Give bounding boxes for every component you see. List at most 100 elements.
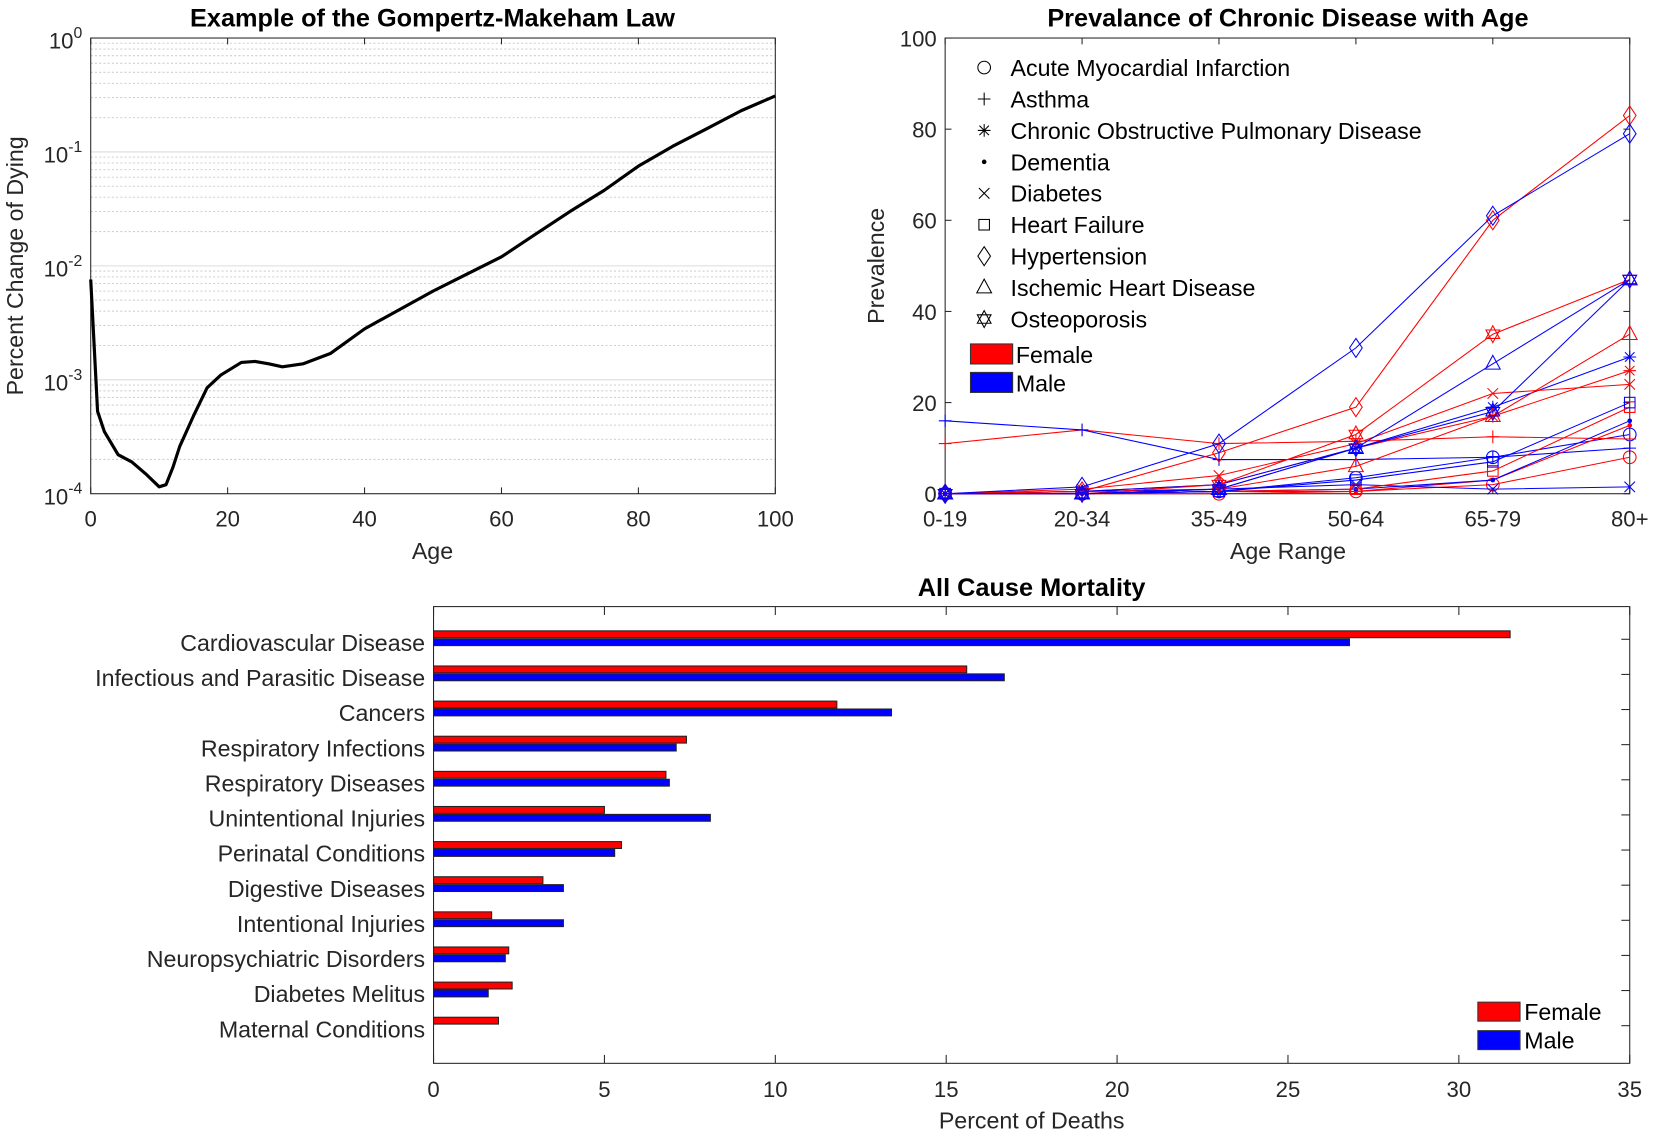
category-label: Intentional Injuries <box>237 911 425 937</box>
bar-female <box>433 876 544 885</box>
bar-female <box>433 665 968 674</box>
series-line <box>945 115 1631 495</box>
legend-marker-dot-icon <box>981 159 987 165</box>
y-tick-label: 10-2 <box>44 253 83 282</box>
prevalence-xlabel: Age Range <box>1230 538 1346 564</box>
data-point-diamond <box>1348 396 1363 418</box>
bar-male <box>433 673 1005 682</box>
data-point-x <box>1624 481 1636 493</box>
bar-male <box>433 848 616 857</box>
data-point-x <box>1487 387 1499 400</box>
data-point-asterisk <box>1623 350 1637 364</box>
legend-label: Chronic Obstructive Pulmonary Disease <box>1011 118 1422 144</box>
category-label: Diabetes Melitus <box>254 981 425 1007</box>
bar-male <box>433 813 711 822</box>
bar-female <box>433 805 605 814</box>
series-line <box>945 279 1631 495</box>
data-point-square <box>1487 456 1499 468</box>
x-tick-label: 5 <box>598 1077 610 1102</box>
data-point-triangle <box>1347 456 1365 473</box>
series-osteoporosis-male <box>937 269 1638 504</box>
data-point-hexagram <box>1211 479 1227 499</box>
data-point-plus <box>1486 430 1500 444</box>
data-point-square <box>1350 474 1362 486</box>
data-point-hexagram <box>1074 484 1090 504</box>
bar-male <box>433 989 489 998</box>
legend-label: Female <box>1524 999 1601 1025</box>
y-tick-label: 10-3 <box>44 367 83 396</box>
data-point-square <box>1487 465 1499 477</box>
series-acute-myocardial-infarction-female <box>938 450 1637 501</box>
legend-swatch-female <box>1477 1001 1521 1022</box>
data-point-dot <box>1627 423 1633 428</box>
y-tick-label: 40 <box>912 300 937 325</box>
bar-female <box>433 1016 500 1025</box>
bar-female <box>433 911 493 920</box>
x-tick-label: 60 <box>489 506 514 531</box>
mortality-title: All Cause Mortality <box>918 574 1146 602</box>
legend-label: Dementia <box>1011 149 1110 175</box>
series-line <box>945 402 1630 495</box>
data-point-asterisk <box>1623 364 1637 378</box>
data-point-hexagram <box>1485 402 1501 422</box>
bar-female <box>433 841 623 849</box>
legend-label: Asthma <box>1011 86 1090 112</box>
y-tick-label: 20 <box>912 391 937 416</box>
mortality-xlabel: Percent of Deaths <box>939 1108 1125 1133</box>
bar-female <box>433 630 1511 639</box>
data-point-hexagram <box>1621 269 1638 290</box>
legend-marker-circle-icon <box>977 60 992 75</box>
data-point-dot <box>1490 477 1496 483</box>
data-point-diamond <box>1622 123 1637 145</box>
category-label: Cardiovascular Disease <box>180 630 425 656</box>
data-point-diamond <box>1075 480 1090 502</box>
y-tick-label: 10-1 <box>44 139 83 168</box>
y-tick-label: 100 <box>49 25 83 54</box>
legend-label: Acute Myocardial Infarction <box>1011 55 1291 81</box>
data-point-dot <box>1627 418 1633 424</box>
category-label: Respiratory Infections <box>201 735 425 761</box>
legend-label: Ischemic Heart Disease <box>1011 275 1256 301</box>
prevalence-legend: Acute Myocardial Infarction Asthma Chronic… <box>969 55 1422 396</box>
x-tick-label: 40 <box>352 506 377 531</box>
data-point-diamond <box>1348 337 1363 359</box>
legend-label: Diabetes <box>1011 181 1103 207</box>
category-label: Infectious and Parasitic Disease <box>95 665 425 691</box>
category-label: Perinatal Conditions <box>218 841 426 867</box>
prevalence-ylabel: Prevalence <box>863 208 889 324</box>
data-point-diamond <box>1075 476 1090 498</box>
bar-female <box>433 946 510 955</box>
x-tick-label: 80+ <box>1611 506 1649 531</box>
category-label: Maternal Conditions <box>219 1016 425 1042</box>
data-point-plus <box>1212 453 1226 466</box>
data-point-triangle <box>1484 354 1502 370</box>
data-point-plus <box>1623 441 1637 455</box>
series-heart-failure-male <box>939 396 1636 500</box>
data-point-diamond <box>1485 209 1500 231</box>
x-tick-label: 80 <box>626 506 651 531</box>
data-point-plus <box>1349 453 1363 466</box>
legend-marker-diamond-icon <box>977 245 992 267</box>
legend-label: Hypertension <box>1011 244 1148 270</box>
x-tick-label: 20 <box>215 506 240 531</box>
bar-female <box>433 981 513 990</box>
bar-female <box>433 770 667 779</box>
data-point-x <box>1350 478 1362 491</box>
series-hypertension-male <box>938 123 1637 505</box>
bar-male <box>433 743 677 752</box>
x-tick-label: 20 <box>1105 1077 1130 1102</box>
legend-label: Osteoporosis <box>1011 306 1148 332</box>
data-point-plus <box>938 437 952 450</box>
legend-marker-x-icon <box>978 187 990 199</box>
legend-marker-plus-icon <box>977 92 991 106</box>
bar-male <box>433 954 506 963</box>
gompertz-curve <box>89 94 776 489</box>
category-label: Respiratory Diseases <box>205 770 425 796</box>
series-line <box>945 420 1630 495</box>
data-point-plus <box>1075 423 1089 437</box>
category-label: Cancers <box>339 700 425 726</box>
data-point-hexagram <box>1485 324 1501 344</box>
legend-label: Male <box>1016 370 1066 396</box>
legend-swatch-male <box>969 371 1014 393</box>
